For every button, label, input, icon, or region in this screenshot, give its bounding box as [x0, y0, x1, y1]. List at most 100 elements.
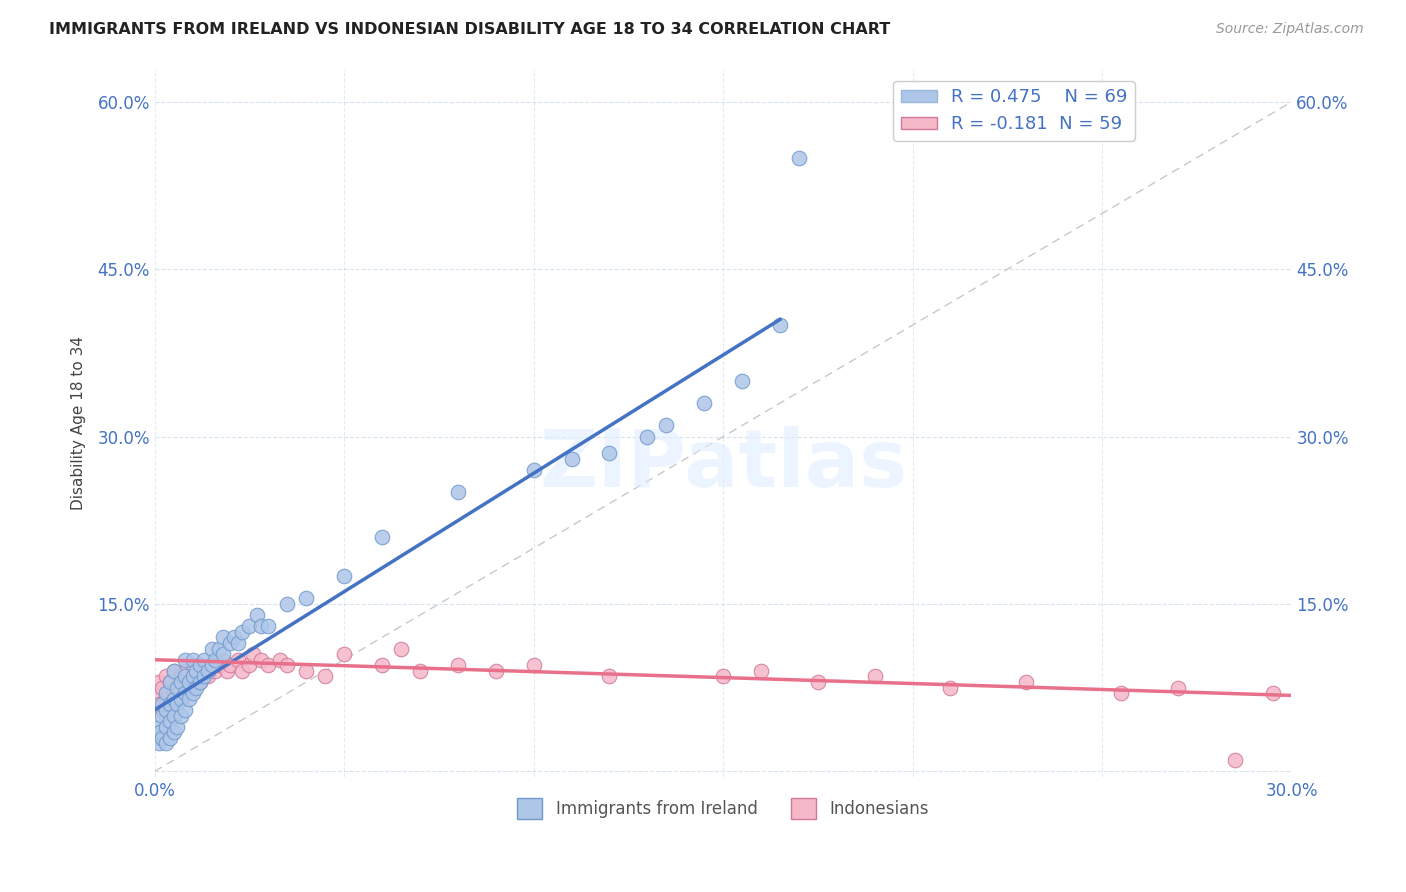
Point — [159, 731, 181, 745]
Point — [219, 636, 242, 650]
Point — [1015, 675, 1038, 690]
Y-axis label: Disability Age 18 to 34: Disability Age 18 to 34 — [72, 335, 86, 509]
Point — [177, 675, 200, 690]
Point — [249, 653, 271, 667]
Point — [636, 430, 658, 444]
Point — [238, 658, 260, 673]
Point — [166, 720, 188, 734]
Point — [166, 698, 188, 712]
Point — [155, 691, 177, 706]
Point — [231, 664, 253, 678]
Point — [523, 658, 546, 673]
Point — [150, 731, 173, 745]
Text: ZIPatlas: ZIPatlas — [538, 426, 907, 504]
Point — [204, 653, 226, 667]
Point — [807, 675, 830, 690]
Point — [166, 681, 188, 695]
Point — [148, 698, 170, 712]
Point — [204, 664, 226, 678]
Point — [174, 686, 197, 700]
Point — [181, 653, 204, 667]
Point — [333, 569, 356, 583]
Point — [208, 658, 231, 673]
Point — [238, 619, 260, 633]
Point — [215, 664, 238, 678]
Point — [295, 591, 318, 606]
Point — [150, 703, 173, 717]
Point — [226, 653, 249, 667]
Point — [447, 658, 470, 673]
Point — [181, 658, 204, 673]
Point — [371, 658, 394, 673]
Point — [200, 658, 222, 673]
Point — [711, 669, 734, 683]
Point — [159, 698, 181, 712]
Legend: Immigrants from Ireland, Indonesians: Immigrants from Ireland, Indonesians — [510, 791, 935, 825]
Point — [186, 664, 208, 678]
Point — [314, 669, 336, 683]
Point — [939, 681, 962, 695]
Text: Source: ZipAtlas.com: Source: ZipAtlas.com — [1216, 22, 1364, 37]
Point — [159, 698, 181, 712]
Point — [485, 664, 508, 678]
Point — [269, 653, 291, 667]
Point — [155, 720, 177, 734]
Point — [188, 675, 211, 690]
Point — [749, 664, 772, 678]
Point — [170, 669, 193, 683]
Point — [1299, 691, 1322, 706]
Point — [174, 653, 197, 667]
Point — [181, 686, 204, 700]
Point — [163, 664, 186, 678]
Point — [177, 691, 200, 706]
Point — [219, 658, 242, 673]
Point — [174, 703, 197, 717]
Text: IMMIGRANTS FROM IRELAND VS INDONESIAN DISABILITY AGE 18 TO 34 CORRELATION CHART: IMMIGRANTS FROM IRELAND VS INDONESIAN DI… — [49, 22, 890, 37]
Point — [148, 675, 170, 690]
Point — [200, 658, 222, 673]
Point — [163, 691, 186, 706]
Point — [598, 446, 620, 460]
Point — [145, 731, 167, 745]
Point — [193, 669, 215, 683]
Point — [148, 720, 170, 734]
Point — [149, 725, 172, 739]
Point — [197, 664, 219, 678]
Point — [159, 675, 181, 690]
Point — [257, 658, 280, 673]
Point — [174, 686, 197, 700]
Point — [276, 658, 298, 673]
Point — [249, 619, 271, 633]
Point — [150, 681, 173, 695]
Point — [409, 664, 432, 678]
Point — [523, 463, 546, 477]
Point — [371, 530, 394, 544]
Point — [1261, 686, 1284, 700]
Point — [560, 452, 582, 467]
Point — [155, 708, 177, 723]
Point — [389, 641, 412, 656]
Point — [188, 675, 211, 690]
Point — [163, 686, 186, 700]
Point — [170, 708, 193, 723]
Point — [333, 647, 356, 661]
Point — [193, 664, 215, 678]
Point — [174, 669, 197, 683]
Point — [174, 664, 197, 678]
Point — [170, 691, 193, 706]
Point — [257, 619, 280, 633]
Point — [155, 686, 177, 700]
Point — [148, 736, 170, 750]
Point — [212, 647, 235, 661]
Point — [447, 485, 470, 500]
Point — [145, 686, 167, 700]
Point — [731, 374, 754, 388]
Point — [163, 708, 186, 723]
Point — [163, 664, 186, 678]
Point — [150, 708, 173, 723]
Point — [181, 681, 204, 695]
Point — [155, 736, 177, 750]
Point — [170, 691, 193, 706]
Point — [1223, 753, 1246, 767]
Point — [170, 675, 193, 690]
